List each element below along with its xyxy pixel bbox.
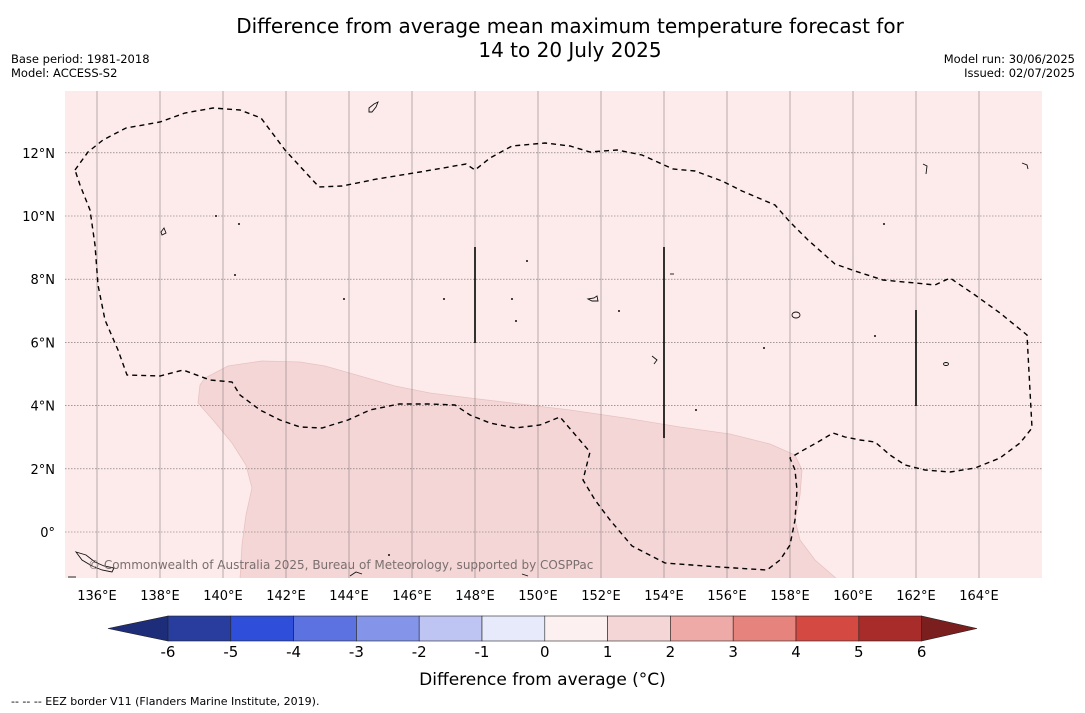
colorbar-segment: [544, 615, 608, 642]
colorbar-extend-high: [921, 615, 978, 642]
copyright-notice: © Commonwealth of Australia 2025, Bureau…: [88, 558, 594, 572]
longitude-label: 140°E: [203, 589, 243, 604]
longitude-label: 148°E: [455, 589, 495, 604]
colorbar-segment: [356, 615, 420, 642]
colorbar-tick-label: -5: [223, 643, 239, 661]
map-title: Difference from average mean maximum tem…: [0, 14, 1085, 62]
colorbar-tick-label: 4: [791, 643, 801, 661]
longitude-label: 158°E: [770, 589, 810, 604]
issued-date: Issued: 02/07/2025: [964, 66, 1075, 80]
latitude-label: 2°N: [31, 463, 56, 478]
latitude-label: 4°N: [31, 400, 56, 415]
longitude-label: 160°E: [833, 589, 873, 604]
longitude-label: 142°E: [266, 589, 306, 604]
islands: [68, 101, 1029, 578]
colorbar-tick-label: -6: [160, 643, 176, 661]
longitude-label: 154°E: [644, 589, 684, 604]
colorbar-tick-label: -2: [411, 643, 427, 661]
longitude-label: 144°E: [329, 589, 369, 604]
latitude-label: 12°N: [22, 147, 55, 162]
colorbar-segment: [230, 615, 294, 642]
colorbar-tick-label: 2: [665, 643, 676, 661]
colorbar-tick-label: 6: [916, 643, 927, 661]
longitude-label: 138°E: [140, 589, 180, 604]
metadata-left: Base period: 1981-2018 Model: ACCESS-S2: [11, 52, 150, 80]
model-name: Model: ACCESS-S2: [11, 66, 118, 80]
colorbar-tick-label: 5: [854, 643, 864, 661]
colorbar-segment: [670, 615, 734, 642]
eez-footnote: -- -- -- EEZ border V11 (Flanders Marine…: [11, 695, 320, 708]
base-period: Base period: 1981-2018: [11, 52, 150, 66]
colorbar-segment: [732, 615, 797, 642]
longitude-label: 150°E: [518, 589, 558, 604]
longitude-label: 136°E: [77, 589, 117, 604]
longitude-label: 164°E: [959, 589, 999, 604]
longitude-label: 162°E: [896, 589, 936, 604]
longitude-label: 156°E: [707, 589, 747, 604]
latitude-labels: 12°N 10°N 8°N 6°N 4°N 2°N 0°: [22, 147, 55, 541]
colorbar-tick-labels: -6 -5 -4 -3 -2 -1 0 1 2 3 4 5 6: [0, 643, 1085, 663]
eez-border: [74, 107, 1033, 571]
map-title-line2: 14 to 20 July 2025: [478, 38, 662, 62]
colorbar-extend-low: [107, 615, 169, 642]
colorbar-tick-label: -1: [474, 643, 490, 661]
colorbar-segment: [795, 615, 860, 642]
longitude-label: 152°E: [581, 589, 621, 604]
latitude-label: 6°N: [31, 336, 56, 351]
colorbar-segment: [418, 615, 483, 642]
colorbar-tick-label: 1: [602, 643, 613, 661]
longitude-label: 146°E: [392, 589, 432, 604]
colorbar: [107, 615, 978, 642]
metadata-right: Model run: 30/06/2025 Issued: 02/07/2025: [944, 52, 1075, 80]
longitude-labels: 136°E 138°E 140°E 142°E 144°E 146°E 148°E 150°E…: [77, 589, 999, 604]
latitude-label: 8°N: [31, 273, 56, 288]
forecast-boundary-lines: [474, 247, 917, 438]
model-run: Model run: 30/06/2025: [943, 52, 1075, 66]
colorbar-tick-label: -4: [286, 643, 302, 661]
colorbar-segment: [858, 615, 922, 642]
colorbar-segment: [607, 615, 671, 642]
map-title-line1: Difference from average mean maximum tem…: [236, 14, 904, 38]
colorbar-segment: [167, 615, 232, 642]
colorbar-title: Difference from average (°C): [419, 670, 666, 690]
latitude-label: 10°N: [22, 210, 55, 225]
colorbar-tick-label: 3: [728, 643, 738, 661]
colorbar-tick-label: 0: [540, 643, 550, 661]
latitude-label: 0°: [40, 526, 55, 541]
colorbar-segment: [293, 615, 357, 642]
colorbar-tick-label: -3: [348, 643, 364, 661]
colorbar-segment: [481, 615, 546, 642]
